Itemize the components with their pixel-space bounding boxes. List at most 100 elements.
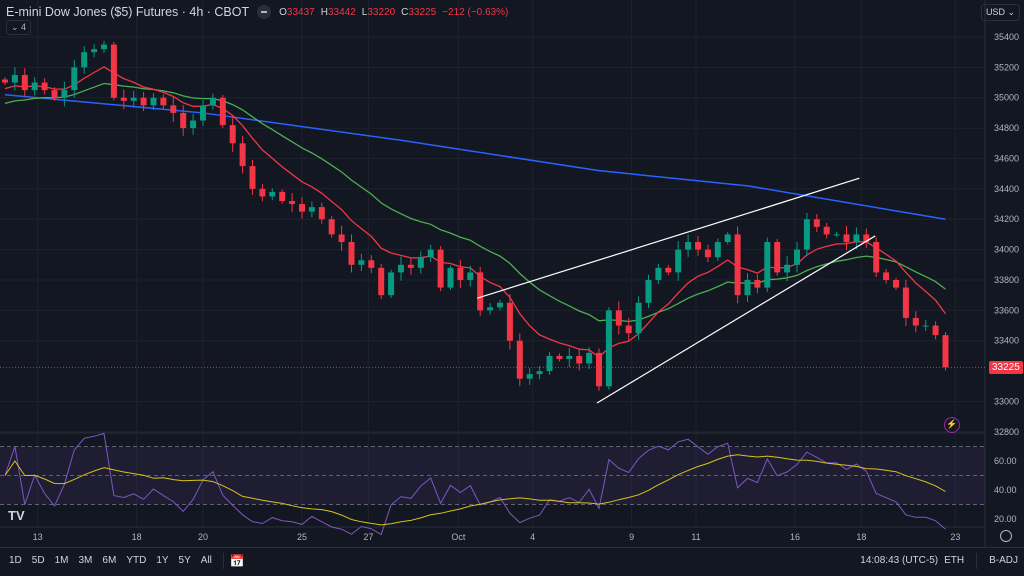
price-tick: 34800 bbox=[994, 123, 1019, 133]
candle-body bbox=[407, 264, 414, 268]
price-tick: 32800 bbox=[994, 427, 1019, 437]
time-tick: Oct bbox=[451, 532, 466, 542]
candle-body bbox=[328, 219, 335, 235]
candle-body bbox=[160, 97, 167, 106]
range-1d[interactable]: 1D bbox=[9, 555, 22, 566]
time-tick: 16 bbox=[790, 532, 800, 542]
candle-body bbox=[803, 219, 810, 250]
candle-body bbox=[318, 207, 325, 220]
candle-body bbox=[506, 302, 513, 341]
price-tick: 34400 bbox=[994, 184, 1019, 194]
candle-body bbox=[546, 355, 553, 372]
open-value: 33437 bbox=[286, 6, 315, 18]
range-buttons: 1D 5D 1M 3M 6M YTD 1Y 5Y All bbox=[0, 555, 217, 566]
candle-body bbox=[91, 49, 98, 53]
symbol-title[interactable]: E-mini Dow Jones ($5) Futures · 4h · CBO… bbox=[6, 5, 250, 19]
session-button[interactable]: ETH bbox=[944, 555, 965, 566]
candle-body bbox=[180, 112, 187, 129]
range-5y[interactable]: 5Y bbox=[178, 555, 191, 566]
rsi-ma-line bbox=[4, 454, 946, 526]
clock[interactable]: 14:08:43 (UTC-5) bbox=[860, 555, 939, 566]
candle-body bbox=[883, 272, 890, 280]
price-tick: 33600 bbox=[994, 305, 1019, 315]
candle-body bbox=[41, 82, 48, 91]
candle-body bbox=[695, 242, 701, 250]
divider bbox=[222, 552, 224, 569]
time-tick: 4 bbox=[530, 532, 535, 542]
candle-body bbox=[566, 355, 573, 359]
candle-body bbox=[398, 264, 404, 273]
candle-body bbox=[120, 97, 127, 101]
price-tick: 35400 bbox=[994, 32, 1019, 42]
rsi-tick: 40.00 bbox=[994, 485, 1017, 495]
time-tick: 18 bbox=[132, 532, 142, 542]
time-tick: 9 bbox=[629, 532, 634, 542]
range-3m[interactable]: 3M bbox=[78, 555, 93, 566]
candle-body bbox=[833, 234, 840, 236]
candle-body bbox=[61, 90, 68, 98]
candle-body bbox=[110, 44, 117, 98]
range-all[interactable]: All bbox=[200, 555, 212, 566]
indicators-toggle[interactable]: ⌄ 4 bbox=[6, 20, 32, 35]
candle-body bbox=[2, 79, 8, 83]
indicators-count: 4 bbox=[21, 22, 27, 32]
candle-body bbox=[190, 120, 197, 129]
candle-body bbox=[873, 242, 880, 273]
candle-body bbox=[714, 242, 721, 258]
candle-body bbox=[457, 267, 464, 280]
calendar-icon[interactable]: 📅 bbox=[229, 553, 245, 568]
candle-body bbox=[229, 125, 236, 144]
minus-icon[interactable] bbox=[257, 5, 272, 19]
price-tick: 35200 bbox=[994, 62, 1019, 72]
time-tick: 23 bbox=[950, 532, 960, 542]
candle-body bbox=[645, 279, 652, 303]
candle-body bbox=[209, 97, 216, 106]
slow-ema-line bbox=[4, 82, 946, 323]
candle-body bbox=[813, 219, 820, 227]
currency-select[interactable]: USD ⌄ bbox=[980, 4, 1020, 21]
range-5d[interactable]: 5D bbox=[31, 555, 45, 566]
last-price-label: 33225 bbox=[989, 361, 1023, 374]
candle-body bbox=[615, 310, 622, 326]
trendline bbox=[596, 235, 876, 404]
candle-body bbox=[605, 310, 612, 387]
range-6m[interactable]: 6M bbox=[102, 555, 117, 566]
candle-body bbox=[11, 74, 18, 83]
close-label: C bbox=[401, 6, 409, 18]
candle-body bbox=[685, 242, 692, 250]
settings-icon[interactable] bbox=[1000, 530, 1012, 542]
time-tick: 11 bbox=[691, 532, 700, 542]
candle-body bbox=[704, 249, 711, 258]
candle-body bbox=[556, 355, 563, 359]
open-label: O bbox=[279, 6, 287, 18]
rsi-line bbox=[4, 432, 946, 536]
range-1y[interactable]: 1Y bbox=[156, 555, 169, 566]
time-tick: 18 bbox=[856, 532, 866, 542]
candle-body bbox=[219, 97, 226, 126]
range-ytd[interactable]: YTD bbox=[126, 555, 147, 566]
lightning-icon[interactable]: ⚡ bbox=[944, 417, 960, 433]
candle-body bbox=[348, 242, 355, 265]
candle-body bbox=[576, 355, 583, 364]
candle-body bbox=[378, 267, 385, 296]
candle-body bbox=[942, 335, 949, 368]
candle-body bbox=[893, 279, 899, 288]
candle-body bbox=[51, 90, 58, 98]
price-chart[interactable]: 35400 35200 35000 34800 34600 34400 34200 34000… bbox=[0, 0, 1024, 547]
candle-body bbox=[734, 234, 741, 296]
candle-body bbox=[665, 267, 672, 273]
adjustment-button[interactable]: B-ADJ bbox=[989, 555, 1018, 566]
low-label: L bbox=[361, 6, 368, 18]
candle-body bbox=[388, 272, 395, 296]
candle-body bbox=[516, 340, 523, 379]
candle-body bbox=[338, 234, 345, 243]
candle-body bbox=[784, 264, 791, 273]
candle-body bbox=[655, 267, 662, 280]
tradingview-logo[interactable]: TV bbox=[8, 508, 25, 523]
candle-body bbox=[922, 325, 929, 327]
candle-body bbox=[308, 207, 315, 212]
ohlc-legend: O33437 H33442 L33220 C33225 −212 (−0.63%… bbox=[279, 7, 508, 18]
candle-body bbox=[724, 234, 731, 243]
candle-body bbox=[932, 325, 939, 336]
range-1m[interactable]: 1M bbox=[54, 555, 69, 566]
